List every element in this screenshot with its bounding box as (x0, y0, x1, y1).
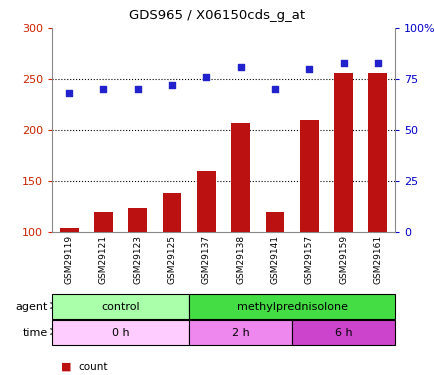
Bar (128, 207, 147, 232)
Point (66, 90, 72, 96)
Point (168, 82, 175, 88)
Bar (368, 73, 386, 232)
Bar (265, 211, 284, 232)
Text: agent: agent (16, 302, 48, 312)
Point (100, 86, 107, 92)
Point (271, 86, 278, 92)
Text: time: time (23, 327, 48, 338)
Bar (162, 193, 181, 232)
Text: control: control (101, 302, 140, 312)
Bar (94, 211, 113, 232)
Point (202, 74, 209, 80)
Bar (231, 123, 250, 232)
Point (134, 86, 141, 92)
Bar (197, 171, 215, 232)
Text: 6 h: 6 h (334, 327, 352, 338)
Point (339, 60, 346, 66)
Point (305, 66, 312, 72)
Point (374, 60, 381, 66)
Text: count: count (78, 362, 107, 372)
Text: methylprednisolone: methylprednisolone (236, 302, 347, 312)
Text: 0 h: 0 h (112, 327, 129, 338)
Text: 2 h: 2 h (231, 327, 249, 338)
Bar (299, 120, 318, 232)
Text: GDS965 / X06150cds_g_at: GDS965 / X06150cds_g_at (129, 9, 305, 22)
Point (237, 64, 243, 70)
Bar (59, 228, 79, 232)
Bar (333, 73, 352, 232)
Text: ■: ■ (61, 362, 71, 372)
